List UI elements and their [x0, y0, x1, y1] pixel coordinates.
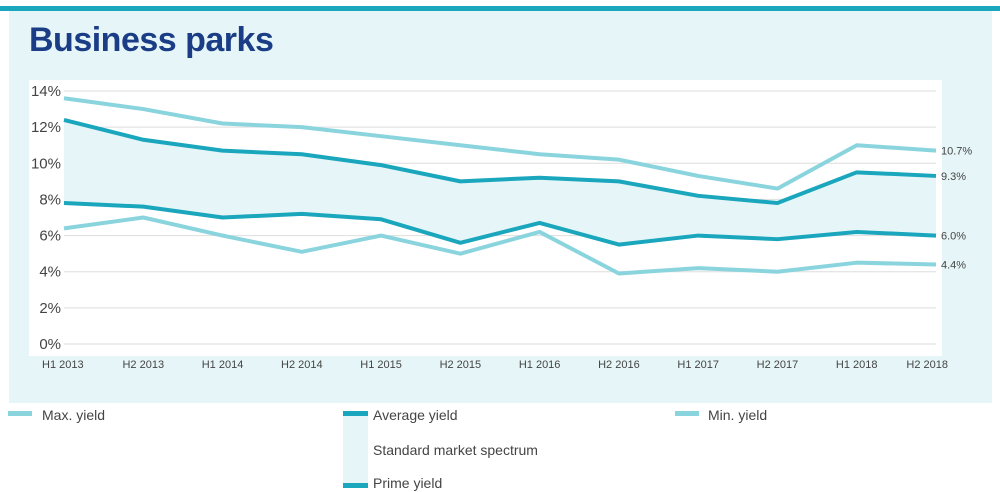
- x-tick-label: H1 2014: [202, 359, 244, 371]
- legend-swatch-min: [675, 411, 699, 416]
- chart-legend: Max. yield Average yield Standard market…: [0, 403, 1000, 492]
- y-tick-label: 14%: [31, 83, 61, 100]
- legend-label-min: Min. yield: [708, 407, 768, 423]
- x-tick-label: H1 2017: [677, 359, 719, 371]
- legend-swatch-avg: [343, 411, 368, 416]
- legend-swatch-prime: [343, 483, 368, 488]
- legend-label-band: Standard market spectrum: [373, 442, 538, 458]
- x-tick-label: H1 2015: [360, 359, 402, 371]
- end-label-prime: 6.0%: [941, 231, 966, 243]
- end-label-min: 4.4%: [941, 259, 966, 271]
- series-line-avg: [63, 117, 937, 206]
- y-tick-label: 8%: [39, 191, 61, 208]
- series-line-prime: [63, 201, 937, 247]
- x-tick-label: H2 2013: [122, 359, 164, 371]
- y-tick-label: 12%: [31, 119, 61, 136]
- y-tick-label: 4%: [39, 264, 61, 281]
- y-tick-label: 2%: [39, 300, 61, 317]
- legend-swatch-band: [343, 413, 368, 486]
- y-tick-label: 6%: [39, 228, 61, 245]
- legend-swatch-max: [8, 411, 32, 416]
- y-tick-label: 10%: [31, 155, 61, 172]
- legend-label-max: Max. yield: [42, 407, 106, 423]
- x-tick-label: H1 2016: [519, 359, 561, 371]
- x-tick-label: H2 2017: [757, 359, 799, 371]
- x-tick-label: H2 2018: [906, 359, 948, 371]
- x-tick-label: H2 2016: [598, 359, 640, 371]
- series-line-max: [63, 96, 937, 191]
- x-tick-label: H2 2015: [440, 359, 482, 371]
- line-chart: 0% 2% 4% 6% 8% 10% 12% 14% H1 2013 H2 2013 H1 2014…: [29, 80, 972, 371]
- page-title: Business parks: [29, 21, 274, 59]
- x-tick-label: H1 2013: [42, 359, 84, 371]
- top-accent-bar: [0, 6, 1000, 11]
- legend-label-avg: Average yield: [373, 407, 458, 423]
- x-tick-label: H1 2018: [836, 359, 878, 371]
- series-line-min: [63, 215, 937, 276]
- end-label-avg: 9.3%: [941, 171, 966, 183]
- x-tick-label: H2 2014: [281, 359, 323, 371]
- legend-label-prime: Prime yield: [373, 475, 443, 491]
- y-tick-label: 0%: [39, 336, 61, 353]
- end-label-max: 10.7%: [941, 146, 972, 158]
